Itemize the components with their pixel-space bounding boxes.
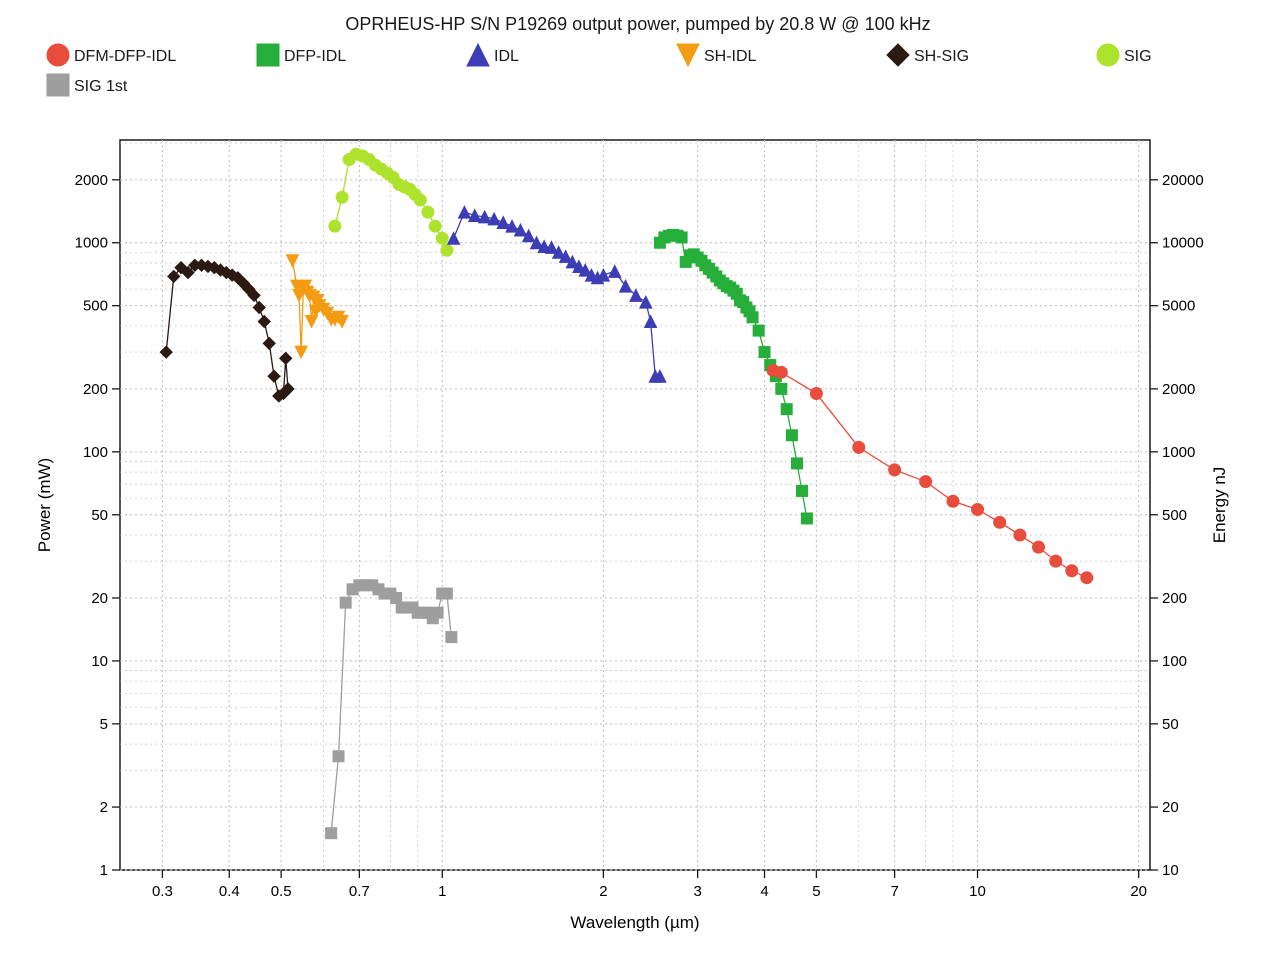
y-right-tick-label: 2000 (1162, 381, 1195, 398)
legend-item-label: DFP-IDL (284, 48, 346, 65)
x-tick-label: 10 (969, 883, 986, 900)
x-tick-label: 0.4 (219, 883, 240, 900)
y-left-tick-label: 10 (91, 653, 108, 670)
x-tick-label: 7 (890, 883, 898, 900)
y-left-axis-label: Power (mW) (35, 458, 54, 552)
legend-item-label: SIG (1124, 48, 1152, 65)
legend-item-label: SH-SIG (914, 48, 969, 65)
y-right-tick-label: 20000 (1162, 172, 1204, 189)
y-right-tick-label: 1000 (1162, 444, 1195, 461)
y-right-tick-label: 5000 (1162, 298, 1195, 315)
y-left-tick-label: 1000 (75, 235, 108, 252)
y-right-tick-label: 200 (1162, 590, 1187, 607)
x-tick-label: 2 (599, 883, 607, 900)
chart-title: OPRHEUS-HP S/N P19269 output power, pump… (345, 14, 930, 34)
y-left-tick-label: 100 (83, 444, 108, 461)
y-left-tick-label: 50 (91, 507, 108, 524)
y-right-tick-label: 10000 (1162, 235, 1204, 252)
y-left-tick-label: 5 (100, 716, 108, 733)
y-left-tick-label: 1 (100, 862, 108, 879)
legend-item-label: SIG 1st (74, 78, 128, 95)
legend-item-label: DFM-DFP-IDL (74, 48, 176, 65)
y-left-tick-label: 2000 (75, 172, 108, 189)
y-left-tick-label: 20 (91, 590, 108, 607)
x-tick-label: 5 (812, 883, 820, 900)
legend-item-label: SH-IDL (704, 48, 757, 65)
x-tick-label: 3 (693, 883, 701, 900)
x-tick-label: 0.3 (152, 883, 173, 900)
y-left-tick-label: 200 (83, 381, 108, 398)
y-right-tick-label: 10 (1162, 862, 1179, 879)
y-right-tick-label: 20 (1162, 799, 1179, 816)
y-right-tick-label: 100 (1162, 653, 1187, 670)
x-tick-label: 4 (760, 883, 768, 900)
y-right-tick-label: 50 (1162, 716, 1179, 733)
x-tick-label: 0.7 (349, 883, 370, 900)
x-tick-label: 20 (1130, 883, 1147, 900)
x-tick-label: 0.5 (271, 883, 292, 900)
x-tick-label: 1 (438, 883, 446, 900)
y-right-tick-label: 500 (1162, 507, 1187, 524)
y-left-tick-label: 2 (100, 799, 108, 816)
x-axis-label: Wavelength (µm) (570, 913, 699, 932)
y-right-axis-label: Energy nJ (1210, 467, 1229, 544)
legend-item-label: IDL (494, 48, 519, 65)
y-left-tick-label: 500 (83, 298, 108, 315)
